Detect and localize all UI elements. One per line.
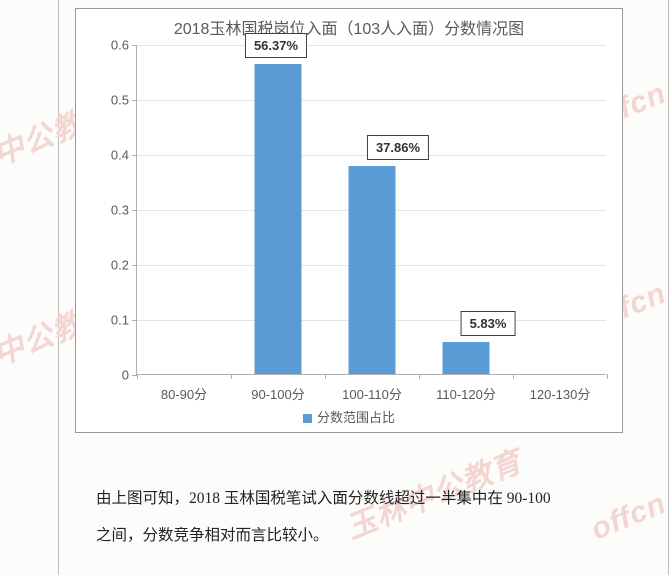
bar-chart: 2018玉林国税岗位入面（103人入面）分数情况图 00.10.20.30.40… xyxy=(75,8,623,433)
xtick-mark xyxy=(231,374,232,379)
ytick-mark xyxy=(132,100,137,101)
legend-swatch xyxy=(303,414,312,423)
ytick-mark xyxy=(132,320,137,321)
xtick-mark xyxy=(137,374,138,379)
ytick-label: 0.2 xyxy=(111,258,129,273)
xtick-label: 120-130分 xyxy=(530,384,591,403)
legend: 分数范围占比 xyxy=(76,407,622,426)
ytick-label: 0.4 xyxy=(111,148,129,163)
ytick-mark xyxy=(132,45,137,46)
xtick-mark xyxy=(513,374,514,379)
gridline xyxy=(137,45,606,46)
ytick-label: 0 xyxy=(122,368,129,383)
xtick-mark xyxy=(419,374,420,379)
data-label: 56.37% xyxy=(245,33,307,58)
caption-line1: 由上图可知，2018 玉林国税笔试入面分数线超过一半集中在 90-100 xyxy=(96,490,551,507)
bar xyxy=(443,342,490,374)
ytick-mark xyxy=(132,265,137,266)
gridline xyxy=(137,100,606,101)
ytick-mark xyxy=(132,155,137,156)
ytick-label: 0.6 xyxy=(111,38,129,53)
ytick-label: 0.5 xyxy=(111,93,129,108)
xtick-label: 100-110分 xyxy=(342,384,402,403)
ytick-mark xyxy=(132,210,137,211)
xtick-label: 90-100分 xyxy=(251,384,304,403)
plot-area: 00.10.20.30.40.50.680-90分90-100分56.37%10… xyxy=(136,45,606,375)
data-label: 37.86% xyxy=(367,135,429,160)
ytick-label: 0.3 xyxy=(111,203,129,218)
bar xyxy=(255,64,302,374)
xtick-mark xyxy=(607,374,608,379)
xtick-label: 110-120分 xyxy=(436,384,496,403)
ytick-label: 0.1 xyxy=(111,313,129,328)
caption-text: 由上图可知，2018 玉林国税笔试入面分数线超过一半集中在 90-100 之间，… xyxy=(96,480,616,554)
xtick-label: 80-90分 xyxy=(161,384,207,403)
bar xyxy=(349,166,396,374)
legend-label: 分数范围占比 xyxy=(317,410,395,425)
caption-line2: 之间，分数竞争相对而言比较小。 xyxy=(96,527,329,544)
data-label: 5.83% xyxy=(461,311,516,336)
chart-title: 2018玉林国税岗位入面（103人入面）分数情况图 xyxy=(76,9,622,39)
xtick-mark xyxy=(325,374,326,379)
